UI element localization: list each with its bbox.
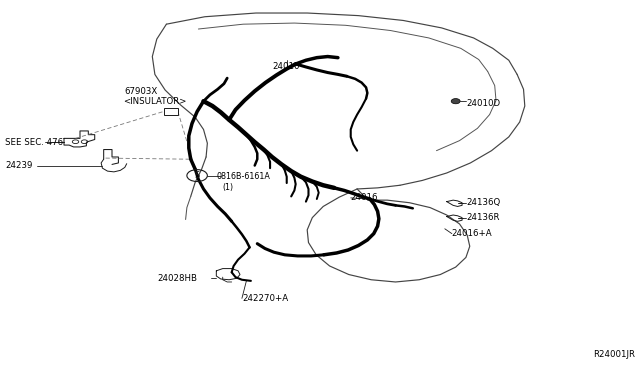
Text: <INSULATOR>: <INSULATOR> — [124, 97, 187, 106]
Text: 24016+A: 24016+A — [452, 229, 492, 238]
Text: SEE SEC. 476: SEE SEC. 476 — [5, 138, 63, 147]
Text: 24136R: 24136R — [466, 213, 499, 222]
Text: 67903X: 67903X — [125, 87, 158, 96]
Text: R24001JR: R24001JR — [593, 350, 635, 359]
Text: 24010: 24010 — [272, 62, 300, 71]
Text: S: S — [195, 171, 200, 180]
Text: 0816B-6161A: 0816B-6161A — [216, 172, 270, 181]
Text: 242270+A: 242270+A — [242, 294, 288, 303]
Text: (1): (1) — [223, 183, 234, 192]
Text: 24010D: 24010D — [466, 99, 500, 108]
Text: 24136Q: 24136Q — [466, 198, 500, 207]
Text: 24016: 24016 — [351, 193, 378, 202]
Circle shape — [451, 99, 460, 104]
Text: 24239: 24239 — [5, 161, 33, 170]
FancyBboxPatch shape — [164, 108, 178, 115]
Text: 24028HB: 24028HB — [157, 274, 197, 283]
